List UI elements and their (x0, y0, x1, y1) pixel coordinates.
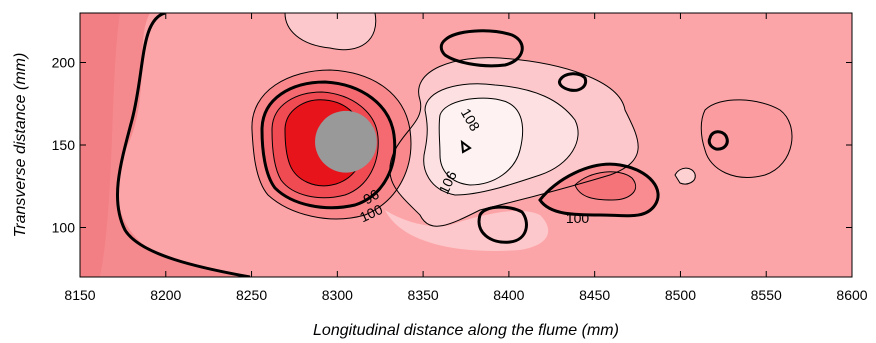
patch-top (285, 13, 376, 50)
field-low-edge (80, 13, 120, 277)
x-tick-label: 8350 (408, 287, 439, 303)
x-tick-label: 8500 (665, 287, 696, 303)
wake-lightest (439, 98, 523, 185)
x-tick-label: 8550 (751, 287, 782, 303)
contour-label: 100 (566, 210, 590, 226)
contour-line-lower-right-core (574, 171, 637, 201)
x-tick-label: 8250 (236, 287, 267, 303)
x-tick-label: 8600 (836, 287, 867, 303)
y-tick-label: 100 (52, 220, 76, 236)
patch-right-small (675, 168, 696, 184)
contour-line-wake-108 (423, 83, 579, 196)
contour-line-lower-right-100 (538, 162, 660, 218)
contour-line-left (115, 13, 251, 277)
pier-circle (315, 110, 377, 173)
x-axis-label: Longitudinal distance along the flume (m… (313, 322, 619, 339)
x-tick-label: 8300 (322, 287, 353, 303)
y-tick-label: 150 (52, 137, 76, 153)
contour-line-wake-inner (438, 97, 524, 186)
contour-line-triangle (460, 139, 472, 154)
contour-line-right-small (674, 167, 696, 185)
x-tick-label: 8450 (579, 287, 610, 303)
y-axis: 100 150 200 (52, 55, 852, 236)
contour-line-right-loop (707, 130, 729, 151)
contour-label: 96 (360, 186, 382, 208)
contour-line-pier-96 (271, 91, 379, 199)
contour-line-pier-100 (260, 80, 397, 210)
contour-line-loop-top (439, 29, 524, 68)
x-tick-label: 8400 (493, 287, 524, 303)
x-tick-label: 8150 (64, 287, 95, 303)
contour-line-wake-106 (389, 57, 639, 227)
y-axis-label: Transverse distance (mm) (12, 53, 29, 238)
contour-line-top-patch (284, 13, 377, 51)
contour-line-right (700, 99, 793, 178)
patch-right (701, 99, 792, 178)
y-tick-label: 200 (52, 55, 76, 71)
contour-line-lower-loop (477, 205, 528, 244)
x-axis: 8150 8200 8250 8300 8350 8400 8450 8500 8550 8600 (64, 13, 868, 303)
patch-lower-right-core (575, 171, 636, 200)
x-tick-label: 8200 (150, 287, 181, 303)
contour-line-pier-outer (251, 69, 412, 220)
contour-line-loop-small (558, 72, 588, 92)
field-low-left (80, 13, 250, 277)
